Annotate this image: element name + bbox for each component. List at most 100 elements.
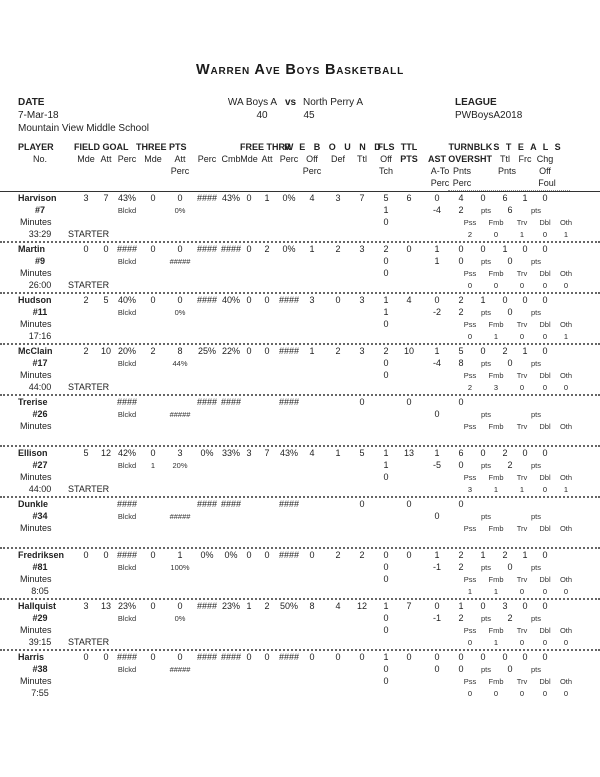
stat-reb-off: 3 — [309, 295, 315, 305]
player-minutes: 26:00 — [28, 280, 52, 290]
stat-reb-off: 4 — [309, 448, 315, 458]
stat-to-pss: 2 — [467, 230, 473, 239]
stat-reb-ttl: 2 — [359, 550, 365, 560]
stat-to-fmb: 0 — [493, 281, 499, 290]
stat-blk: 0 — [480, 193, 486, 203]
stat-3p-perc: 0% — [200, 448, 214, 458]
player-minutes: 17:16 — [28, 331, 52, 341]
stat-st-pnts: 0 — [507, 358, 513, 368]
stat-fg-perc: #### — [116, 397, 138, 407]
stat-turnover: 2 — [458, 550, 464, 560]
stat-st-chg: 0 — [542, 652, 548, 662]
col-fouls: FLS — [377, 142, 395, 152]
stat-to-pss: 0 — [467, 689, 473, 698]
stat-fg-att: 10 — [100, 346, 112, 356]
player-block: Hallquist 3 13 23% 0 0 #### 23% 1 2 50% … — [0, 598, 600, 649]
col-a-to-perc: Perc — [430, 178, 450, 188]
stat-cmb: 33% — [221, 448, 241, 458]
col-fg-att: Att — [100, 154, 112, 164]
stat-blckd-perc: ##### — [169, 257, 191, 266]
stat-fg-mde: 2 — [83, 295, 89, 305]
pss-label: Pss — [463, 626, 477, 635]
stat-blk: 0 — [480, 652, 486, 662]
player-minutes: 7:55 — [31, 688, 49, 698]
player-block: Harvison 3 7 43% 0 0 #### 43% 0 1 0% 4 3… — [0, 192, 600, 241]
player-name: McClain — [18, 346, 53, 356]
col-cmb: Cmb — [221, 154, 241, 164]
stat-cmb: 43% — [221, 193, 241, 203]
col-free-throw: FREE THRW — [240, 142, 294, 152]
stat-reb-ttl: 0 — [359, 397, 365, 407]
stat-reb-off: 4 — [309, 193, 315, 203]
col-3p-perc: Perc — [197, 154, 217, 164]
stat-reb-ttl: 0 — [359, 499, 365, 509]
player-table-body: Harvison 3 7 43% 0 0 #### 43% 0 1 0% 4 3… — [0, 191, 600, 700]
minutes-label: Minutes — [20, 319, 52, 329]
stat-st-ttl: 2 — [502, 346, 508, 356]
stat-to-trv: 1 — [519, 485, 525, 494]
trv-label: Trv — [516, 422, 528, 431]
stat-3p-mde: 0 — [150, 550, 156, 560]
stat-fg-perc: 20% — [117, 346, 137, 356]
stat-ast: 1 — [434, 448, 440, 458]
trv-label: Trv — [516, 677, 528, 686]
stat-blckd-perc: 0% — [174, 206, 186, 215]
pts-label: pts — [530, 512, 542, 521]
stat-blckd-perc: ##### — [169, 410, 191, 419]
stat-fls-tch: 0 — [383, 625, 389, 635]
stat-st-pnts: 0 — [507, 562, 513, 572]
stat-ft-perc: #### — [278, 295, 300, 305]
player-number: #17 — [32, 358, 48, 368]
stat-reb-off: 0 — [309, 652, 315, 662]
col-blk: BLK — [473, 142, 493, 152]
col-3p-mde: Mde — [144, 154, 162, 164]
col-ft-att: Att — [261, 154, 273, 164]
trv-label: Trv — [516, 218, 528, 227]
stat-to-dbl: 0 — [542, 230, 548, 239]
minutes-label: Minutes — [20, 523, 52, 533]
starter-label: STARTER — [68, 280, 110, 290]
away-score: 45 — [303, 110, 315, 121]
stat-ttl-pts: 0 — [406, 397, 412, 407]
stat-3p-mde: 0 — [150, 601, 156, 611]
col-rebound: R E B O U N D — [284, 142, 384, 152]
stat-to-trv: 0 — [519, 332, 525, 341]
player-number: #38 — [32, 664, 48, 674]
stat-reb-off: 8 — [309, 601, 315, 611]
oth-label: Oth — [559, 626, 573, 635]
minutes-label: Minutes — [20, 472, 52, 482]
stat-cmb: #### — [220, 499, 242, 509]
stat-cmb: #### — [220, 397, 242, 407]
stat-fls-off: 0 — [383, 613, 389, 623]
player-number: #29 — [32, 613, 48, 623]
stat-ft-perc: #### — [278, 550, 300, 560]
trv-label: Trv — [516, 473, 528, 482]
minutes-label: Minutes — [20, 574, 52, 584]
stat-fls: 1 — [383, 652, 389, 662]
stat-to-dbl: 0 — [542, 689, 548, 698]
player-block: McClain 2 10 20% 2 8 25% 22% 0 0 #### 1 … — [0, 343, 600, 394]
player-number: #7 — [34, 205, 46, 215]
stat-fg-att: 13 — [100, 601, 112, 611]
stat-ft-att: 2 — [264, 244, 270, 254]
pss-label: Pss — [463, 575, 477, 584]
fmb-label: Fmb — [488, 473, 504, 482]
stat-st-ttl: 0 — [502, 295, 508, 305]
stat-fls-off: 1 — [383, 460, 389, 470]
trv-label: Trv — [516, 575, 528, 584]
stat-ft-mde: 1 — [246, 601, 252, 611]
pss-label: Pss — [463, 218, 477, 227]
stat-st-frc: 0 — [522, 244, 528, 254]
stat-st-ttl: 6 — [502, 193, 508, 203]
stat-ttl-pts: 13 — [403, 448, 415, 458]
stat-ttl-pts: 6 — [406, 193, 412, 203]
stat-blckd-count: 1 — [150, 461, 156, 470]
header-dotted-rule — [448, 190, 570, 191]
stat-reb-off: 1 — [309, 346, 315, 356]
stat-ft-att: 0 — [264, 550, 270, 560]
stat-blckd-perc: ##### — [169, 665, 191, 674]
stat-ft-att: 1 — [264, 193, 270, 203]
player-block: Ellison 5 12 42% 0 3 0% 33% 3 7 43% 4 1 … — [0, 445, 600, 496]
stat-to-trv: 0 — [519, 587, 525, 596]
